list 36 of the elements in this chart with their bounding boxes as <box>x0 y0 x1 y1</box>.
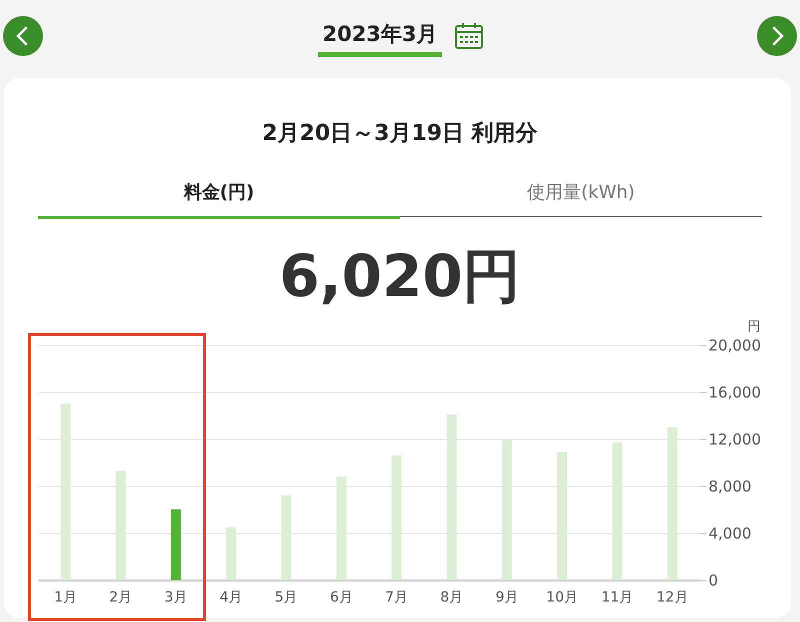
x-tick-label: 8月 <box>440 590 464 606</box>
x-tick-label: 9月 <box>495 590 518 606</box>
x-tick-label: 12月 <box>656 590 688 606</box>
bar <box>502 440 512 580</box>
bar <box>667 427 678 580</box>
x-tick-label: 1月 <box>54 590 78 606</box>
bar <box>446 414 457 580</box>
chart-title: 2023年3月 <box>318 20 442 57</box>
y-tick-label: 4,000 <box>708 524 752 542</box>
x-tick-label: 6月 <box>330 590 353 606</box>
x-tick-label: 10月 <box>546 590 578 606</box>
bar <box>392 455 402 580</box>
bar <box>170 509 181 580</box>
x-tick-label: 7月 <box>385 590 408 606</box>
y-axis-title: 円 <box>748 320 760 334</box>
x-tick-label: 2月 <box>109 590 132 606</box>
text: 6,020円 <box>278 241 522 312</box>
y-tick-label: 16,000 <box>708 384 761 402</box>
x-tick-label: 11月 <box>601 590 634 606</box>
bar <box>116 470 126 580</box>
text: 使用量(kWh) <box>400 180 762 217</box>
bar <box>226 527 236 580</box>
chart-subtitle: 2月20日～3月19日 利用分 <box>261 120 539 148</box>
bar <box>281 495 292 580</box>
x-tick-label: 3月 <box>164 590 188 606</box>
y-tick-label: 20,000 <box>708 336 761 354</box>
text: 料金(円) <box>38 180 400 219</box>
y-tick-label: 8,000 <box>708 478 752 496</box>
x-tick-label: 4月 <box>220 590 243 606</box>
y-tick-label: 12,000 <box>708 430 761 448</box>
bar <box>60 404 71 580</box>
bar <box>612 442 622 580</box>
x-tick-label: 5月 <box>274 590 298 606</box>
bar <box>557 452 568 580</box>
bar <box>336 476 346 580</box>
y-tick-label: 0 <box>708 572 718 590</box>
